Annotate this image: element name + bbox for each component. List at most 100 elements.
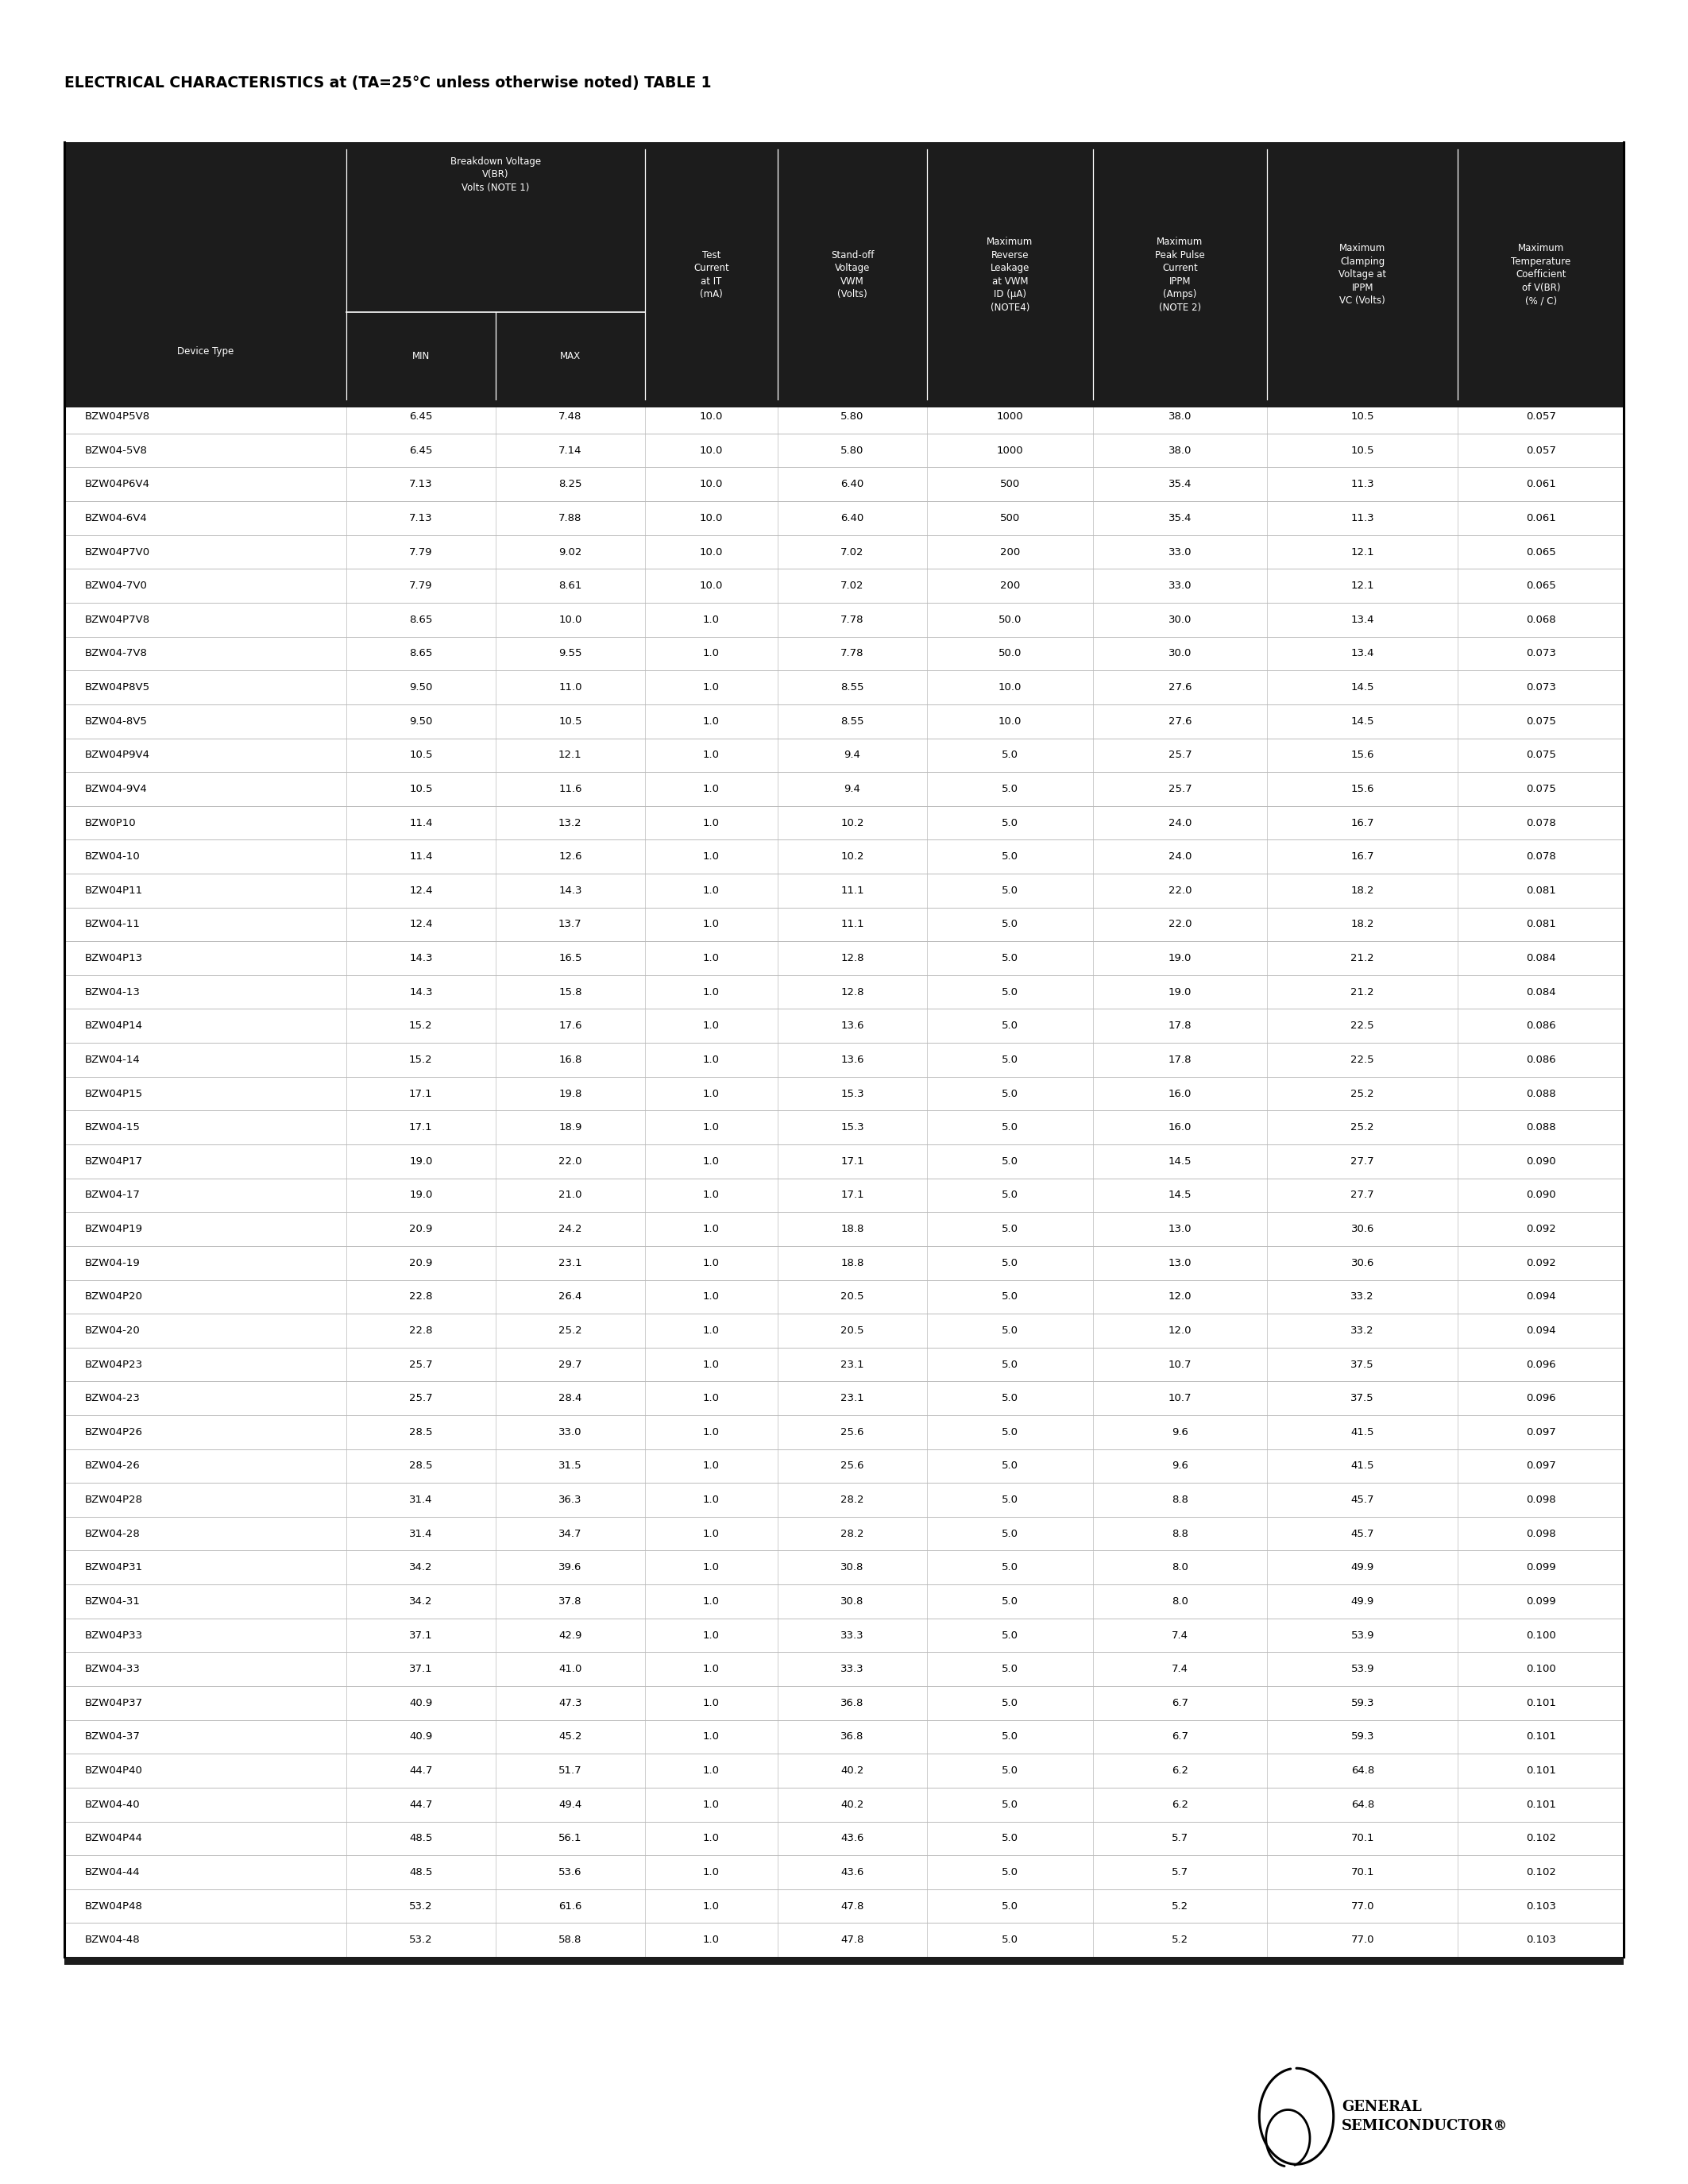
Text: 24.0: 24.0 xyxy=(1168,817,1192,828)
Text: 0.092: 0.092 xyxy=(1526,1258,1556,1269)
Text: 7.14: 7.14 xyxy=(559,446,582,456)
Text: 5.0: 5.0 xyxy=(1001,919,1018,930)
Text: 1.0: 1.0 xyxy=(702,1155,719,1166)
Text: 25.6: 25.6 xyxy=(841,1461,864,1472)
Text: 25.7: 25.7 xyxy=(408,1358,432,1369)
Text: 14.3: 14.3 xyxy=(408,987,432,998)
Text: BZW04P17: BZW04P17 xyxy=(84,1155,142,1166)
Text: 12.0: 12.0 xyxy=(1168,1326,1192,1337)
Text: 12.6: 12.6 xyxy=(559,852,582,863)
Text: 11.1: 11.1 xyxy=(841,919,864,930)
Text: 48.5: 48.5 xyxy=(408,1867,432,1878)
Text: 16.8: 16.8 xyxy=(559,1055,582,1066)
Text: 0.101: 0.101 xyxy=(1526,1732,1556,1743)
Text: 35.4: 35.4 xyxy=(1168,513,1192,524)
Text: 5.7: 5.7 xyxy=(1171,1832,1188,1843)
Text: 1.0: 1.0 xyxy=(702,1765,719,1776)
Bar xyxy=(64,400,1624,406)
Text: 20.5: 20.5 xyxy=(841,1291,864,1302)
Text: 1.0: 1.0 xyxy=(702,1900,719,1911)
Text: BZW04P7V0: BZW04P7V0 xyxy=(84,546,150,557)
Text: 1.0: 1.0 xyxy=(702,1393,719,1404)
Text: BZW04-9V4: BZW04-9V4 xyxy=(84,784,147,795)
Text: 34.2: 34.2 xyxy=(408,1597,432,1607)
Text: 0.101: 0.101 xyxy=(1526,1800,1556,1811)
Bar xyxy=(64,1754,1624,1787)
Text: 36.8: 36.8 xyxy=(841,1697,864,1708)
Text: 16.7: 16.7 xyxy=(1350,817,1374,828)
Text: 0.086: 0.086 xyxy=(1526,1055,1556,1066)
Text: 0.081: 0.081 xyxy=(1526,885,1556,895)
Text: 5.0: 5.0 xyxy=(1001,1629,1018,1640)
Text: 25.7: 25.7 xyxy=(1168,784,1192,795)
Text: 1.0: 1.0 xyxy=(702,1867,719,1878)
Text: 0.075: 0.075 xyxy=(1526,749,1556,760)
Text: 70.1: 70.1 xyxy=(1350,1867,1374,1878)
Text: 5.2: 5.2 xyxy=(1171,1935,1188,1946)
Text: 25.2: 25.2 xyxy=(1350,1088,1374,1099)
Text: 58.8: 58.8 xyxy=(559,1935,582,1946)
Text: 11.0: 11.0 xyxy=(559,681,582,692)
Text: 1.0: 1.0 xyxy=(702,1020,719,1031)
Text: 8.65: 8.65 xyxy=(408,649,432,660)
Text: 1.0: 1.0 xyxy=(702,1123,719,1133)
Text: 8.8: 8.8 xyxy=(1171,1494,1188,1505)
Text: BZW04-14: BZW04-14 xyxy=(84,1055,140,1066)
Text: BZW04-48: BZW04-48 xyxy=(84,1935,140,1946)
Text: 9.50: 9.50 xyxy=(408,716,432,727)
Text: 15.3: 15.3 xyxy=(841,1123,864,1133)
Bar xyxy=(64,400,1624,432)
Text: 44.7: 44.7 xyxy=(408,1765,432,1776)
Bar xyxy=(64,1516,1624,1551)
Text: BZW04-10: BZW04-10 xyxy=(84,852,140,863)
Text: Stand-off
Voltage
VWM
(Volts): Stand-off Voltage VWM (Volts) xyxy=(830,249,874,299)
Text: 0.078: 0.078 xyxy=(1526,852,1556,863)
Bar xyxy=(64,1651,1624,1686)
Text: 19.0: 19.0 xyxy=(1168,987,1192,998)
Text: BZW04P28: BZW04P28 xyxy=(84,1494,142,1505)
Text: 49.9: 49.9 xyxy=(1350,1562,1374,1572)
Text: 17.8: 17.8 xyxy=(1168,1020,1192,1031)
Text: BZW04-7V0: BZW04-7V0 xyxy=(84,581,147,592)
Text: 5.0: 5.0 xyxy=(1001,784,1018,795)
Text: 12.1: 12.1 xyxy=(559,749,582,760)
Text: 0.075: 0.075 xyxy=(1526,784,1556,795)
Text: 13.6: 13.6 xyxy=(841,1020,864,1031)
Text: 33.2: 33.2 xyxy=(1350,1291,1374,1302)
Text: 200: 200 xyxy=(999,546,1020,557)
Text: 7.48: 7.48 xyxy=(559,411,582,422)
Text: 0.057: 0.057 xyxy=(1526,411,1556,422)
Bar xyxy=(64,570,1624,603)
Text: 5.0: 5.0 xyxy=(1001,1123,1018,1133)
Text: 5.0: 5.0 xyxy=(1001,1055,1018,1066)
Text: 1.0: 1.0 xyxy=(702,1461,719,1472)
Text: 5.0: 5.0 xyxy=(1001,1461,1018,1472)
Text: 5.0: 5.0 xyxy=(1001,1258,1018,1269)
Text: 38.0: 38.0 xyxy=(1168,446,1192,456)
Text: 15.2: 15.2 xyxy=(408,1020,432,1031)
Text: 0.086: 0.086 xyxy=(1526,1020,1556,1031)
Text: 0.061: 0.061 xyxy=(1526,513,1556,524)
Text: 18.9: 18.9 xyxy=(559,1123,582,1133)
Text: 10.5: 10.5 xyxy=(559,716,582,727)
Text: 5.0: 5.0 xyxy=(1001,1426,1018,1437)
Text: 10.0: 10.0 xyxy=(998,716,1021,727)
Text: Maximum
Clamping
Voltage at
IPPM
VC (Volts): Maximum Clamping Voltage at IPPM VC (Vol… xyxy=(1339,242,1386,306)
Text: 5.0: 5.0 xyxy=(1001,1088,1018,1099)
Text: 27.7: 27.7 xyxy=(1350,1190,1374,1201)
Bar xyxy=(64,974,1624,1009)
Text: 18.2: 18.2 xyxy=(1350,919,1374,930)
Bar xyxy=(64,1721,1624,1754)
Text: 1.0: 1.0 xyxy=(702,817,719,828)
Text: 5.0: 5.0 xyxy=(1001,952,1018,963)
Text: 13.6: 13.6 xyxy=(841,1055,864,1066)
Text: BZW04P7V8: BZW04P7V8 xyxy=(84,614,150,625)
Text: 40.2: 40.2 xyxy=(841,1765,864,1776)
Text: 1.0: 1.0 xyxy=(702,1223,719,1234)
Text: 45.7: 45.7 xyxy=(1350,1529,1374,1540)
Text: BZW04P19: BZW04P19 xyxy=(84,1223,142,1234)
Text: 0.057: 0.057 xyxy=(1526,446,1556,456)
Text: 23.1: 23.1 xyxy=(841,1358,864,1369)
Text: BZW04P40: BZW04P40 xyxy=(84,1765,142,1776)
Text: 9.50: 9.50 xyxy=(408,681,432,692)
